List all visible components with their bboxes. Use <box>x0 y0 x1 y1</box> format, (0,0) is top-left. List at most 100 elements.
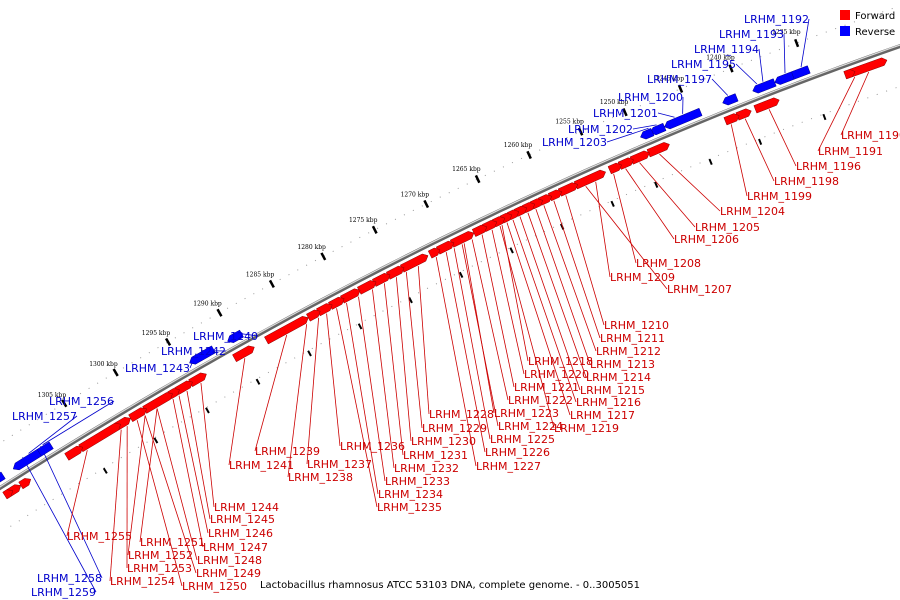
forward-gene-arrow[interactable] <box>78 422 121 453</box>
forward-gene-arrow[interactable] <box>753 97 780 114</box>
gene-label-lrhm-1213[interactable]: LRHM_1213 <box>590 358 655 371</box>
gene-label-lrhm-1243[interactable]: LRHM_1243 <box>125 362 190 375</box>
gene-label-lrhm-1233[interactable]: LRHM_1233 <box>385 475 450 488</box>
gene-label-lrhm-1215[interactable]: LRHM_1215 <box>580 384 645 397</box>
gene-label-lrhm-1252[interactable]: LRHM_1252 <box>128 549 193 562</box>
reverse-gene-arrow[interactable] <box>189 345 216 365</box>
reverse-gene-arrow[interactable] <box>227 329 244 343</box>
gene-label-lrhm-1226[interactable]: LRHM_1226 <box>485 446 550 459</box>
gene-label-lrhm-1204[interactable]: LRHM_1204 <box>720 205 785 218</box>
forward-gene-arrow[interactable] <box>2 489 14 500</box>
gene-label-lrhm-1201[interactable]: LRHM_1201 <box>593 107 658 120</box>
gene-label-lrhm-1206[interactable]: LRHM_1206 <box>674 233 739 246</box>
gene-label-lrhm-1253[interactable]: LRHM_1253 <box>127 562 192 575</box>
reverse-gene-arrow[interactable] <box>752 78 777 94</box>
reverse-gene-arrow[interactable] <box>12 448 42 471</box>
gene-label-lrhm-1190[interactable]: LRHM_1190 <box>841 129 900 142</box>
forward-gene-arrow[interactable] <box>435 240 455 255</box>
gene-label-lrhm-1240[interactable]: LRHM_1240 <box>193 330 258 343</box>
forward-gene-arrow[interactable] <box>316 303 333 317</box>
gene-label-lrhm-1232[interactable]: LRHM_1232 <box>394 462 459 475</box>
forward-gene-arrow[interactable] <box>573 169 606 190</box>
gene-label-lrhm-1223[interactable]: LRHM_1223 <box>494 407 559 420</box>
forward-gene-arrow[interactable] <box>557 182 579 197</box>
gene-label-lrhm-1205[interactable]: LRHM_1205 <box>695 221 760 234</box>
forward-gene-arrow[interactable] <box>607 162 622 175</box>
forward-gene-arrow[interactable] <box>232 345 255 363</box>
gene-label-lrhm-1225[interactable]: LRHM_1225 <box>490 433 555 446</box>
gene-label-lrhm-1195[interactable]: LRHM_1195 <box>671 58 736 71</box>
gene-label-lrhm-1237[interactable]: LRHM_1237 <box>307 458 372 471</box>
gene-label-lrhm-1216[interactable]: LRHM_1216 <box>576 396 641 409</box>
forward-gene-arrow[interactable] <box>188 372 207 388</box>
gene-label-lrhm-1217[interactable]: LRHM_1217 <box>570 409 635 422</box>
gene-label-lrhm-1193[interactable]: LRHM_1193 <box>719 28 784 41</box>
forward-gene-arrow[interactable] <box>306 309 321 322</box>
gene-label-lrhm-1251[interactable]: LRHM_1251 <box>140 536 205 549</box>
gene-label-lrhm-1255[interactable]: LRHM_1255 <box>67 530 132 543</box>
gene-label-lrhm-1244[interactable]: LRHM_1244 <box>214 501 279 514</box>
gene-label-lrhm-1220[interactable]: LRHM_1220 <box>524 368 589 381</box>
gene-label-lrhm-1202[interactable]: LRHM_1202 <box>568 123 633 136</box>
gene-label-lrhm-1256[interactable]: LRHM_1256 <box>49 395 114 408</box>
reverse-gene-arrow[interactable] <box>722 93 739 106</box>
forward-gene-arrow[interactable] <box>356 280 377 295</box>
gene-label-lrhm-1248[interactable]: LRHM_1248 <box>197 554 262 567</box>
gene-label-lrhm-1231[interactable]: LRHM_1231 <box>403 449 468 462</box>
forward-gene-arrow[interactable] <box>547 189 563 202</box>
gene-label-lrhm-1259[interactable]: LRHM_1259 <box>31 586 96 599</box>
gene-label-lrhm-1224[interactable]: LRHM_1224 <box>498 420 563 433</box>
gene-label-lrhm-1210[interactable]: LRHM_1210 <box>604 319 669 332</box>
gene-label-lrhm-1197[interactable]: LRHM_1197 <box>647 73 712 86</box>
gene-label-lrhm-1247[interactable]: LRHM_1247 <box>203 541 268 554</box>
forward-gene-arrow[interactable] <box>617 157 634 170</box>
gene-label-lrhm-1254[interactable]: LRHM_1254 <box>110 575 175 588</box>
reverse-gene-arrow[interactable] <box>664 107 703 130</box>
gene-label-lrhm-1250[interactable]: LRHM_1250 <box>182 580 247 593</box>
forward-gene-arrow[interactable] <box>399 253 429 273</box>
reverse-gene-arrow[interactable] <box>0 471 6 484</box>
gene-label-lrhm-1241[interactable]: LRHM_1241 <box>229 459 294 472</box>
gene-label-lrhm-1235[interactable]: LRHM_1235 <box>377 501 442 514</box>
gene-label-lrhm-1218[interactable]: LRHM_1218 <box>528 355 593 368</box>
forward-gene-arrow[interactable] <box>723 113 740 126</box>
gene-label-lrhm-1192[interactable]: LRHM_1192 <box>744 13 809 26</box>
forward-gene-arrow[interactable] <box>646 142 670 158</box>
gene-label-lrhm-1198[interactable]: LRHM_1198 <box>774 175 839 188</box>
forward-gene-arrow[interactable] <box>64 445 84 461</box>
gene-label-lrhm-1229[interactable]: LRHM_1229 <box>422 422 487 435</box>
forward-gene-arrow[interactable] <box>128 407 147 423</box>
forward-gene-arrow[interactable] <box>471 224 488 237</box>
gene-label-lrhm-1209[interactable]: LRHM_1209 <box>610 271 675 284</box>
gene-label-lrhm-1242[interactable]: LRHM_1242 <box>161 345 226 358</box>
gene-label-lrhm-1196[interactable]: LRHM_1196 <box>796 160 861 173</box>
forward-gene-arrow[interactable] <box>371 272 391 287</box>
gene-label-lrhm-1239[interactable]: LRHM_1239 <box>255 445 320 458</box>
gene-label-lrhm-1245[interactable]: LRHM_1245 <box>210 513 275 526</box>
forward-gene-arrow[interactable] <box>18 478 32 490</box>
gene-label-lrhm-1234[interactable]: LRHM_1234 <box>378 488 443 501</box>
gene-label-lrhm-1200[interactable]: LRHM_1200 <box>618 91 683 104</box>
gene-label-lrhm-1212[interactable]: LRHM_1212 <box>596 345 661 358</box>
forward-gene-arrow[interactable] <box>339 288 361 304</box>
forward-gene-arrow[interactable] <box>735 108 752 121</box>
gene-label-lrhm-1203[interactable]: LRHM_1203 <box>542 136 607 149</box>
forward-gene-arrow[interactable] <box>843 69 856 80</box>
forward-gene-arrow[interactable] <box>629 150 650 165</box>
gene-label-lrhm-1257[interactable]: LRHM_1257 <box>12 410 77 423</box>
gene-label-lrhm-1236[interactable]: LRHM_1236 <box>340 440 405 453</box>
gene-label-lrhm-1207[interactable]: LRHM_1207 <box>667 283 732 296</box>
forward-gene-arrow[interactable] <box>427 247 441 259</box>
gene-label-lrhm-1208[interactable]: LRHM_1208 <box>636 257 701 270</box>
gene-label-lrhm-1219[interactable]: LRHM_1219 <box>554 422 619 435</box>
forward-gene-arrow[interactable] <box>449 231 475 248</box>
gene-label-lrhm-1258[interactable]: LRHM_1258 <box>37 572 102 585</box>
forward-gene-arrow[interactable] <box>385 265 405 280</box>
reverse-gene-arrow[interactable] <box>640 128 655 140</box>
gene-label-lrhm-1211[interactable]: LRHM_1211 <box>600 332 665 345</box>
gene-label-lrhm-1249[interactable]: LRHM_1249 <box>196 567 261 580</box>
forward-gene-arrow[interactable] <box>264 316 309 345</box>
gene-label-lrhm-1214[interactable]: LRHM_1214 <box>586 371 651 384</box>
gene-label-lrhm-1228[interactable]: LRHM_1228 <box>429 408 494 421</box>
reverse-gene-arrow[interactable] <box>774 71 795 85</box>
